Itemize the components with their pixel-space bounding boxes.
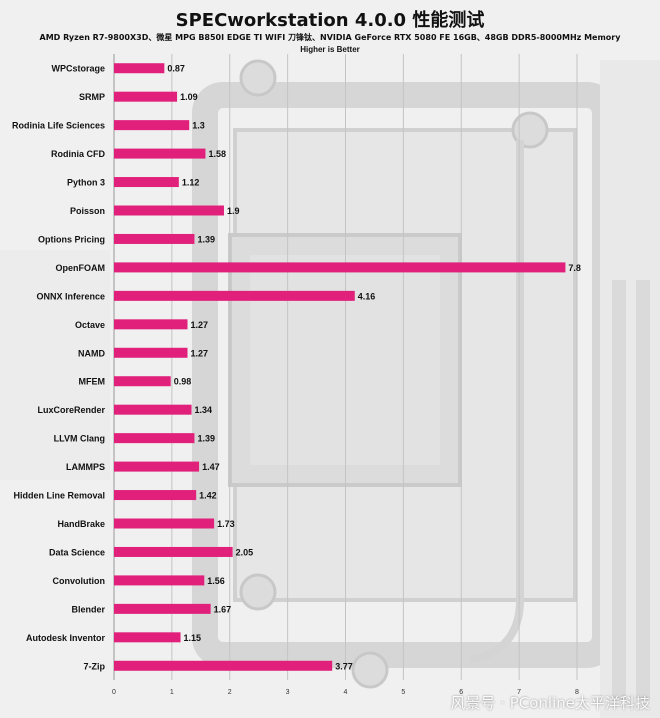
bar xyxy=(114,319,188,330)
category-label: Convolution xyxy=(53,576,106,586)
bar xyxy=(114,490,197,501)
bar xyxy=(114,461,200,472)
category-label: WPCstorage xyxy=(51,64,105,74)
bar xyxy=(114,433,195,444)
category-label: Blender xyxy=(71,604,105,614)
x-tick-label: 6 xyxy=(459,689,463,696)
bar xyxy=(114,148,206,159)
chart-note: Higher is Better xyxy=(300,45,360,54)
data-label: 1.47 xyxy=(202,462,220,472)
data-label: 1.39 xyxy=(197,234,215,244)
data-label: 1.27 xyxy=(191,320,209,330)
bar xyxy=(114,404,192,415)
bar xyxy=(114,177,179,188)
bar xyxy=(114,233,195,244)
category-label: Python 3 xyxy=(67,178,105,188)
bar xyxy=(114,660,333,671)
category-label: Options Pricing xyxy=(38,234,105,244)
data-label: 1.67 xyxy=(214,604,232,614)
category-label: Poisson xyxy=(70,206,105,216)
data-label: 1.15 xyxy=(184,633,202,643)
data-label: 1.56 xyxy=(207,576,225,586)
bar xyxy=(114,518,215,529)
category-label: Hidden Line Removal xyxy=(13,491,105,501)
category-label: Rodinia CFD xyxy=(51,149,105,159)
chart-title: SPECworkstation 4.0.0 性能测试 xyxy=(175,10,485,31)
data-label: 1.27 xyxy=(191,348,209,358)
category-label: MFEM xyxy=(79,377,106,387)
category-label: 7-Zip xyxy=(84,661,106,671)
x-tick-label: 1 xyxy=(170,689,174,696)
x-tick-label: 2 xyxy=(228,689,232,696)
data-label: 1.34 xyxy=(195,405,213,415)
category-label: LuxCoreRender xyxy=(37,405,105,415)
data-label: 1.3 xyxy=(192,121,205,131)
category-label: LLVM Clang xyxy=(54,434,105,444)
data-label: 4.16 xyxy=(358,291,376,301)
data-label: 0.98 xyxy=(174,377,192,387)
x-tick-label: 3 xyxy=(286,689,290,696)
bar xyxy=(114,262,566,273)
category-label: NAMD xyxy=(78,348,105,358)
data-label: 3.77 xyxy=(335,661,353,671)
category-label: HandBrake xyxy=(57,519,105,529)
x-tick-label: 0 xyxy=(112,689,116,696)
category-label: Rodinia Life Sciences xyxy=(12,121,105,131)
chart-subtitle: AMD Ryzen R7-9800X3D、微星 MPG B850I EDGE T… xyxy=(39,33,621,42)
bar xyxy=(114,120,190,131)
category-label: LAMMPS xyxy=(66,462,105,472)
category-label: OpenFOAM xyxy=(56,263,106,273)
data-label: 1.58 xyxy=(208,149,226,159)
data-label: 0.87 xyxy=(167,64,185,74)
category-label: Data Science xyxy=(49,547,105,557)
bar xyxy=(114,205,224,216)
bar xyxy=(114,347,188,358)
category-label: Octave xyxy=(75,320,105,330)
bar xyxy=(114,63,165,74)
data-label: 1.42 xyxy=(199,491,217,501)
bar xyxy=(114,91,178,102)
category-label: ONNX Inference xyxy=(36,291,105,301)
x-tick-label: 7 xyxy=(517,689,521,696)
data-label: 7.8 xyxy=(568,263,581,273)
x-tick-label: 4 xyxy=(344,689,348,696)
x-tick-label: 8 xyxy=(575,689,579,696)
category-label: Autodesk Inventor xyxy=(26,633,106,643)
bar xyxy=(114,632,181,643)
data-label: 1.39 xyxy=(197,434,215,444)
bar xyxy=(114,546,233,557)
data-label: 1.9 xyxy=(227,206,240,216)
bar xyxy=(114,575,205,586)
data-label: 1.09 xyxy=(180,92,198,102)
category-label: SRMP xyxy=(79,92,105,102)
bar xyxy=(114,603,211,614)
watermark: 风景号 · PConline太平洋科技 xyxy=(450,694,650,712)
data-label: 2.05 xyxy=(236,547,254,557)
data-label: 1.12 xyxy=(182,178,200,188)
bar xyxy=(114,290,355,301)
bar xyxy=(114,376,171,387)
x-tick-label: 5 xyxy=(401,689,405,696)
data-label: 1.73 xyxy=(217,519,235,529)
